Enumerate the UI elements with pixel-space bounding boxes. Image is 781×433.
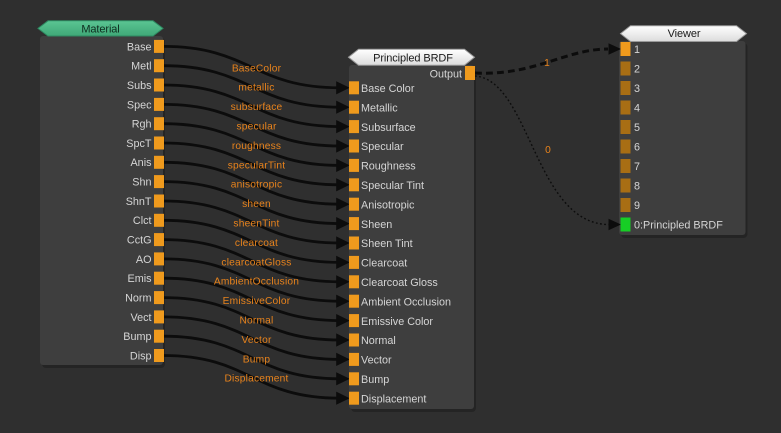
svg-text:anisotropic: anisotropic [231, 180, 282, 191]
svg-text:0:Principled BRDF: 0:Principled BRDF [634, 219, 723, 231]
svg-text:subsurface: subsurface [231, 102, 283, 113]
svg-text:Material: Material [81, 24, 119, 36]
svg-text:roughness: roughness [232, 141, 281, 152]
svg-text:Norm: Norm [125, 293, 151, 305]
svg-text:Clearcoat: Clearcoat [361, 258, 407, 270]
svg-text:Vect: Vect [130, 312, 151, 324]
svg-text:1: 1 [544, 58, 550, 69]
svg-text:CctG: CctG [127, 235, 152, 247]
svg-text:SpcT: SpcT [126, 138, 152, 150]
svg-text:Bump: Bump [361, 374, 389, 386]
svg-text:Clct: Clct [133, 215, 152, 227]
svg-text:Displacement: Displacement [224, 374, 288, 385]
svg-text:specular: specular [236, 122, 277, 133]
svg-text:Anis: Anis [130, 157, 152, 169]
svg-text:Displacement: Displacement [361, 393, 426, 405]
svg-text:AO: AO [136, 254, 152, 266]
svg-text:Specular Tint: Specular Tint [361, 180, 424, 192]
svg-text:Ambient Occlusion: Ambient Occlusion [361, 296, 451, 308]
svg-text:6: 6 [634, 141, 640, 153]
svg-text:Viewer: Viewer [668, 28, 701, 40]
svg-text:BaseColor: BaseColor [232, 63, 282, 74]
svg-text:4: 4 [634, 102, 640, 114]
svg-text:2: 2 [634, 63, 640, 75]
svg-text:Clearcoat Gloss: Clearcoat Gloss [361, 277, 438, 289]
svg-text:Output: Output [430, 68, 462, 80]
svg-text:Metallic: Metallic [361, 102, 398, 114]
svg-text:Base Color: Base Color [361, 83, 415, 95]
svg-text:Emissive Color: Emissive Color [361, 316, 433, 328]
svg-text:Specular: Specular [361, 141, 404, 153]
svg-text:Vector: Vector [361, 355, 392, 367]
svg-text:9: 9 [634, 200, 640, 212]
svg-text:Rgh: Rgh [132, 119, 152, 131]
svg-text:Base: Base [127, 41, 152, 53]
svg-text:3: 3 [634, 83, 640, 95]
svg-text:clearcoat: clearcoat [235, 238, 278, 249]
svg-text:EmissiveColor: EmissiveColor [223, 296, 291, 307]
svg-text:8: 8 [634, 180, 640, 192]
svg-text:Metl: Metl [131, 61, 151, 73]
svg-text:Emis: Emis [128, 273, 153, 285]
svg-text:1: 1 [634, 44, 640, 56]
svg-text:Disp: Disp [130, 350, 152, 362]
svg-text:Bump: Bump [243, 354, 271, 365]
svg-text:ShnT: ShnT [126, 196, 152, 208]
svg-text:Vector: Vector [241, 335, 271, 346]
svg-text:Spec: Spec [127, 99, 152, 111]
svg-text:Normal: Normal [239, 316, 273, 327]
svg-text:metallic: metallic [238, 83, 274, 94]
svg-text:Subsurface: Subsurface [361, 122, 416, 134]
svg-text:Sheen: Sheen [361, 219, 392, 231]
svg-text:5: 5 [634, 122, 640, 134]
svg-text:AmbientOcclusion: AmbientOcclusion [214, 277, 299, 288]
svg-text:sheenTint: sheenTint [233, 219, 279, 230]
svg-text:7: 7 [634, 161, 640, 173]
svg-text:Bump: Bump [123, 331, 151, 343]
svg-text:specularTint: specularTint [228, 160, 286, 171]
svg-text:Subs: Subs [127, 80, 152, 92]
svg-text:Roughness: Roughness [361, 161, 416, 173]
svg-text:Principled BRDF: Principled BRDF [373, 52, 453, 64]
svg-text:Normal: Normal [361, 335, 396, 347]
svg-text:Sheen Tint: Sheen Tint [361, 238, 413, 250]
svg-text:0: 0 [545, 145, 551, 156]
svg-text:Anisotropic: Anisotropic [361, 199, 415, 211]
svg-text:sheen: sheen [242, 199, 271, 210]
svg-text:Shn: Shn [132, 177, 151, 189]
svg-text:clearcoatGloss: clearcoatGloss [221, 257, 291, 268]
